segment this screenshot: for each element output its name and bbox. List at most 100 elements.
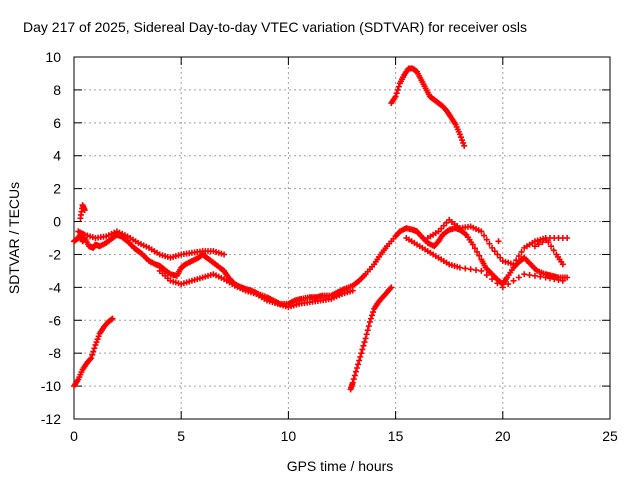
data-point-outliers	[535, 241, 542, 248]
data-point-late-low-arc	[354, 364, 361, 371]
data-point-upper-arc	[393, 90, 400, 97]
x-axis-label: GPS time / hours	[287, 458, 394, 474]
data-point-upper-band	[548, 243, 555, 250]
data-point-early-low-arc	[108, 316, 115, 323]
data-point-early-low-arc	[88, 355, 95, 362]
data-point-upper-band	[494, 251, 501, 258]
data-point-upper-band	[478, 228, 485, 235]
y-axis-label: SDTVAR / TECUs	[6, 182, 22, 294]
data-point-upper-band	[515, 253, 522, 260]
data-point-outliers	[564, 235, 571, 241]
data-point-late-low-arc	[355, 361, 362, 368]
data-point-lower-band	[499, 284, 506, 291]
data-point-upper-arc	[461, 142, 468, 149]
data-point-late-low-arc	[370, 309, 377, 316]
data-point-outliers	[539, 239, 546, 246]
y-tick-label: -2	[49, 246, 62, 262]
data-point-upper-band	[489, 244, 496, 251]
data-point-early-low-arc	[93, 339, 100, 346]
data-point-late-low-arc	[362, 335, 369, 342]
y-tick-label: 0	[53, 214, 61, 230]
data-point-upper-band	[481, 232, 488, 239]
data-point-late-low-arc	[356, 357, 363, 364]
data-point-late-low-arc	[360, 342, 367, 349]
y-tick-label: -8	[49, 345, 62, 361]
data-point-upper-band	[518, 248, 525, 255]
data-point-lower-band	[515, 274, 522, 281]
data-point-upper-band	[513, 257, 520, 264]
data-point-lower-band	[555, 276, 562, 283]
data-point-early-low-arc	[91, 345, 98, 352]
data-point-late-low-arc	[359, 346, 366, 353]
data-point-upper-band	[510, 261, 517, 268]
data-point-lower-band	[473, 267, 479, 274]
data-point-lower-band	[505, 281, 512, 288]
data-point-lower-band	[494, 280, 501, 287]
data-point-lower-band	[537, 273, 544, 280]
data-point-early-low-arc	[92, 341, 99, 348]
data-point-early-low-arc	[109, 315, 116, 322]
data-point-upper-arc	[460, 139, 467, 146]
y-tick-label: 2	[53, 181, 61, 197]
data-point-lower-band	[510, 277, 517, 284]
data-point-late-low-arc	[350, 376, 357, 383]
x-tick-label: 10	[281, 428, 297, 444]
data-point-outliers	[531, 243, 538, 250]
data-point-early-low-arc	[95, 333, 102, 340]
data-point-early-low-arc	[89, 351, 96, 358]
data-point-late-low-arc	[361, 339, 368, 346]
data-point-main-trace	[474, 248, 481, 255]
data-point-upper-band	[221, 251, 228, 258]
x-tick-label: 5	[177, 428, 185, 444]
plot-frame	[73, 56, 611, 420]
data-point-upper-arc	[394, 86, 401, 93]
data-point-upper-band	[483, 236, 490, 243]
data-points	[71, 65, 571, 393]
data-point-lower-band	[551, 276, 558, 283]
data-point-lower-band	[546, 275, 553, 282]
data-point-lower-band	[349, 287, 356, 294]
data-point-main-trace	[564, 274, 571, 281]
x-tick-label: 15	[388, 428, 404, 444]
data-point-late-low-arc	[366, 318, 373, 325]
data-point-upper-arc	[457, 134, 464, 141]
x-tick-label: 25	[602, 428, 618, 444]
data-point-late-low-arc	[364, 327, 371, 334]
chart-title: Day 217 of 2025, Sidereal Day-to-day VTE…	[23, 19, 527, 35]
data-point-late-low-arc	[352, 368, 359, 375]
data-point-lower-band	[483, 272, 490, 279]
x-tick-label: 0	[70, 428, 78, 444]
data-point-main-trace	[469, 241, 476, 248]
data-point-upper-arc	[395, 83, 402, 90]
x-tick-label: 20	[495, 428, 511, 444]
data-point-upper-band	[486, 240, 493, 247]
data-point-lower-band	[467, 266, 474, 273]
data-point-early-low-arc	[94, 336, 101, 343]
data-point-late-low-arc	[357, 353, 364, 360]
y-tick-label: 10	[45, 49, 61, 65]
data-point-lower-band	[489, 276, 496, 283]
data-point-early-low-arc	[90, 348, 97, 355]
y-tick-label: 4	[53, 148, 61, 164]
data-point-late-low-arc	[369, 312, 376, 319]
data-point-upper-band	[491, 248, 498, 255]
data-point-upper-band	[550, 247, 557, 254]
data-point-outliers	[495, 238, 502, 245]
data-point-lower-band	[559, 277, 566, 284]
data-point-lower-band	[542, 274, 549, 281]
data-point-late-low-arc	[358, 350, 365, 357]
data-point-upper-arc	[459, 137, 466, 144]
y-tick-label: 6	[53, 115, 61, 131]
data-point-lower-band	[462, 265, 469, 272]
data-point-upper-arc	[456, 131, 463, 138]
data-point-upper-arc	[392, 93, 399, 100]
data-point-late-low-arc	[388, 284, 395, 291]
data-point-late-low-arc	[363, 331, 370, 338]
data-point-main-trace	[476, 252, 483, 259]
y-tick-label: -6	[49, 312, 62, 328]
data-point-lower-band	[456, 264, 463, 271]
data-point-late-low-arc	[349, 379, 356, 386]
data-point-upper-band	[497, 254, 504, 261]
